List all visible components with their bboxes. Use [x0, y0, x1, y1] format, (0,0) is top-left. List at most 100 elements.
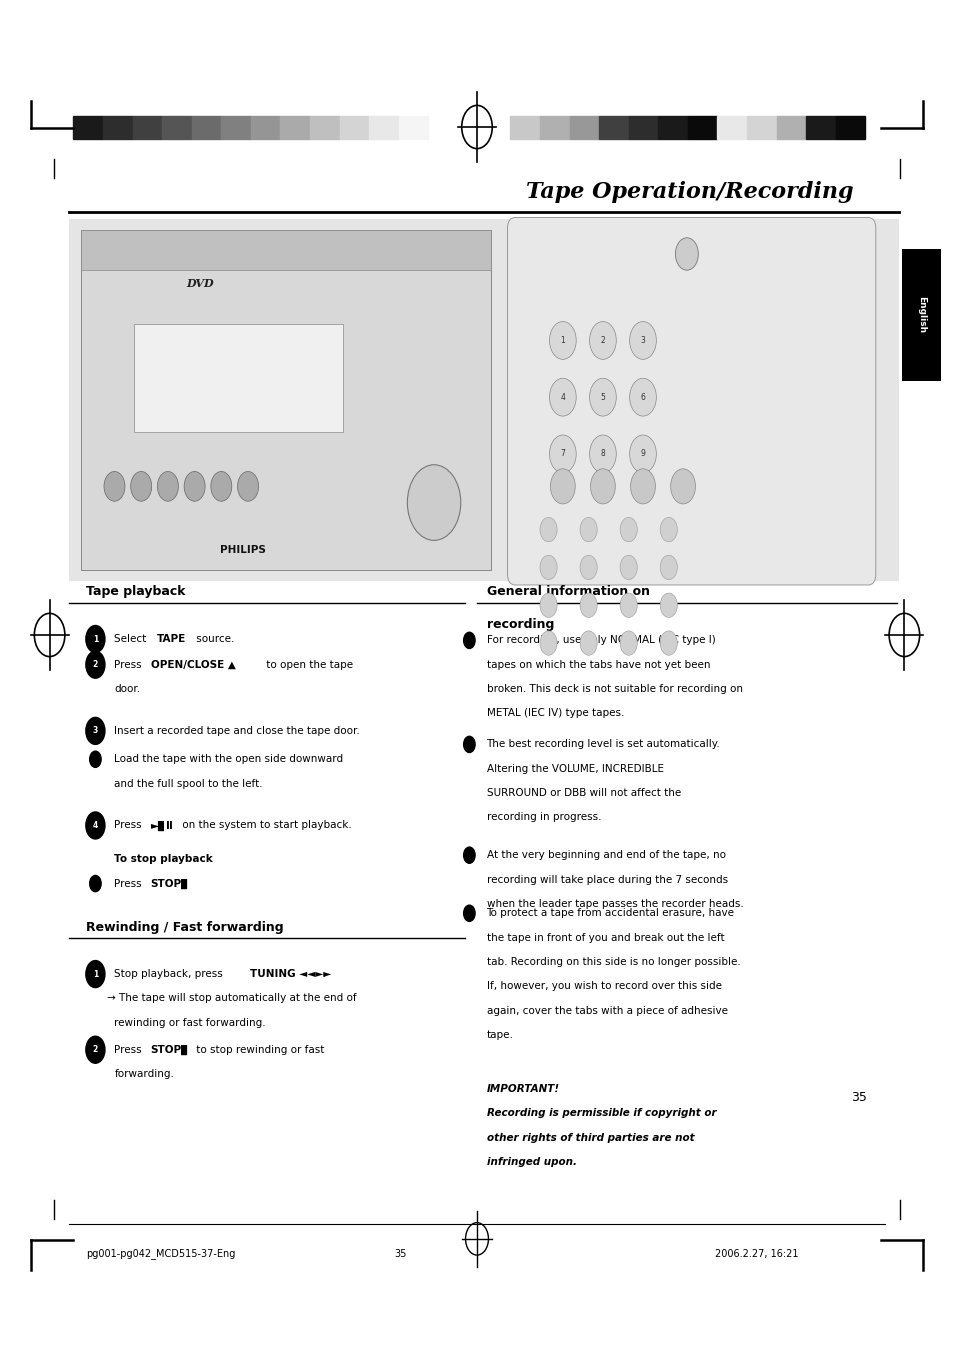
- Text: METAL (IEC IV) type tapes.: METAL (IEC IV) type tapes.: [486, 708, 623, 719]
- Text: DVD: DVD: [187, 278, 213, 289]
- Bar: [746, 116, 776, 139]
- Text: 9: 9: [639, 450, 645, 458]
- Circle shape: [539, 555, 557, 580]
- Text: tab. Recording on this side is no longer possible.: tab. Recording on this side is no longer…: [486, 957, 740, 967]
- Circle shape: [629, 378, 656, 416]
- Bar: [69, 219, 898, 581]
- Bar: [539, 116, 569, 139]
- Text: pg001-pg042_MCD515-37-Eng: pg001-pg042_MCD515-37-Eng: [86, 1248, 235, 1259]
- Bar: [251, 116, 280, 139]
- Circle shape: [539, 631, 557, 655]
- Text: At the very beginning and end of the tape, no: At the very beginning and end of the tap…: [486, 850, 725, 861]
- Text: IMPORTANT!: IMPORTANT!: [486, 1084, 559, 1094]
- Text: rewinding or fast forwarding.: rewinding or fast forwarding.: [114, 1017, 266, 1028]
- Bar: [133, 324, 343, 432]
- Text: and the full spool to the left.: and the full spool to the left.: [114, 778, 263, 789]
- Text: when the leader tape passes the recorder heads.: when the leader tape passes the recorder…: [486, 898, 742, 909]
- Text: 1: 1: [560, 336, 564, 345]
- Circle shape: [90, 751, 101, 767]
- Text: to stop rewinding or fast: to stop rewinding or fast: [193, 1044, 324, 1055]
- Circle shape: [549, 322, 576, 359]
- Text: source.: source.: [193, 634, 233, 644]
- Circle shape: [549, 435, 576, 473]
- Bar: [510, 116, 539, 139]
- Bar: [339, 116, 369, 139]
- Text: For recording, use only NORMAL (IEC type I): For recording, use only NORMAL (IEC type…: [486, 635, 715, 646]
- FancyBboxPatch shape: [81, 230, 491, 570]
- Text: 6: 6: [639, 393, 645, 401]
- Circle shape: [629, 322, 656, 359]
- Text: 35: 35: [395, 1248, 406, 1259]
- Text: TUNING ◄◄►►: TUNING ◄◄►►: [250, 969, 331, 979]
- Bar: [628, 116, 658, 139]
- Text: 2006.2.27, 16:21: 2006.2.27, 16:21: [715, 1248, 799, 1259]
- Text: 3: 3: [92, 727, 98, 735]
- Circle shape: [86, 812, 105, 839]
- Circle shape: [629, 435, 656, 473]
- Circle shape: [549, 378, 576, 416]
- Text: → The tape will stop automatically at the end of: → The tape will stop automatically at th…: [107, 993, 356, 1004]
- Circle shape: [463, 847, 475, 863]
- Bar: [280, 116, 310, 139]
- Bar: [598, 116, 628, 139]
- Bar: [162, 116, 192, 139]
- Circle shape: [659, 593, 677, 617]
- Text: Select: Select: [114, 634, 150, 644]
- Text: English: English: [916, 296, 925, 334]
- Text: To stop playback: To stop playback: [114, 854, 213, 865]
- Circle shape: [157, 471, 178, 501]
- Text: ►▊Ⅱ: ►▊Ⅱ: [151, 820, 173, 831]
- Circle shape: [579, 593, 597, 617]
- Circle shape: [619, 631, 637, 655]
- Circle shape: [579, 555, 597, 580]
- Circle shape: [86, 651, 105, 678]
- Text: 2: 2: [92, 661, 98, 669]
- Circle shape: [86, 1036, 105, 1063]
- Text: Altering the VOLUME, INCREDIBLE: Altering the VOLUME, INCREDIBLE: [486, 763, 663, 774]
- Bar: [569, 116, 598, 139]
- Circle shape: [590, 469, 615, 504]
- Text: recording: recording: [486, 617, 554, 631]
- Circle shape: [589, 322, 616, 359]
- Circle shape: [539, 593, 557, 617]
- Text: Press: Press: [114, 878, 145, 889]
- FancyBboxPatch shape: [507, 218, 875, 585]
- Text: 1: 1: [92, 635, 98, 643]
- Text: STOP▊: STOP▊: [151, 878, 190, 889]
- Text: Insert a recorded tape and close the tape door.: Insert a recorded tape and close the tap…: [114, 725, 360, 736]
- Text: forwarding.: forwarding.: [114, 1069, 174, 1079]
- Text: The best recording level is set automatically.: The best recording level is set automati…: [486, 739, 720, 750]
- Circle shape: [90, 875, 101, 892]
- Text: Press: Press: [114, 1044, 145, 1055]
- Bar: [192, 116, 221, 139]
- Text: on the system to start playback.: on the system to start playback.: [179, 820, 352, 831]
- Text: Load the tape with the open side downward: Load the tape with the open side downwar…: [114, 754, 343, 765]
- Bar: [310, 116, 339, 139]
- Text: Tape playback: Tape playback: [86, 585, 185, 598]
- Text: Press: Press: [114, 659, 145, 670]
- Text: 1: 1: [92, 970, 98, 978]
- Text: Stop playback, press: Stop playback, press: [114, 969, 226, 979]
- Text: infringed upon.: infringed upon.: [486, 1156, 576, 1167]
- Bar: [221, 116, 251, 139]
- Circle shape: [670, 469, 695, 504]
- Circle shape: [675, 238, 698, 270]
- Text: To protect a tape from accidental erasure, have: To protect a tape from accidental erasur…: [486, 908, 734, 919]
- Circle shape: [86, 626, 105, 653]
- Text: 5: 5: [599, 393, 605, 401]
- Text: Press: Press: [114, 820, 145, 831]
- Circle shape: [659, 631, 677, 655]
- Text: again, cover the tabs with a piece of adhesive: again, cover the tabs with a piece of ad…: [486, 1005, 727, 1016]
- Circle shape: [463, 632, 475, 648]
- Circle shape: [237, 471, 258, 501]
- Bar: [103, 116, 132, 139]
- Text: to open the tape: to open the tape: [263, 659, 353, 670]
- Text: broken. This deck is not suitable for recording on: broken. This deck is not suitable for re…: [486, 684, 741, 694]
- Circle shape: [184, 471, 205, 501]
- Bar: [398, 116, 428, 139]
- Circle shape: [211, 471, 232, 501]
- Circle shape: [630, 469, 655, 504]
- Circle shape: [579, 631, 597, 655]
- Circle shape: [86, 961, 105, 988]
- Text: Rewinding / Fast forwarding: Rewinding / Fast forwarding: [86, 920, 283, 934]
